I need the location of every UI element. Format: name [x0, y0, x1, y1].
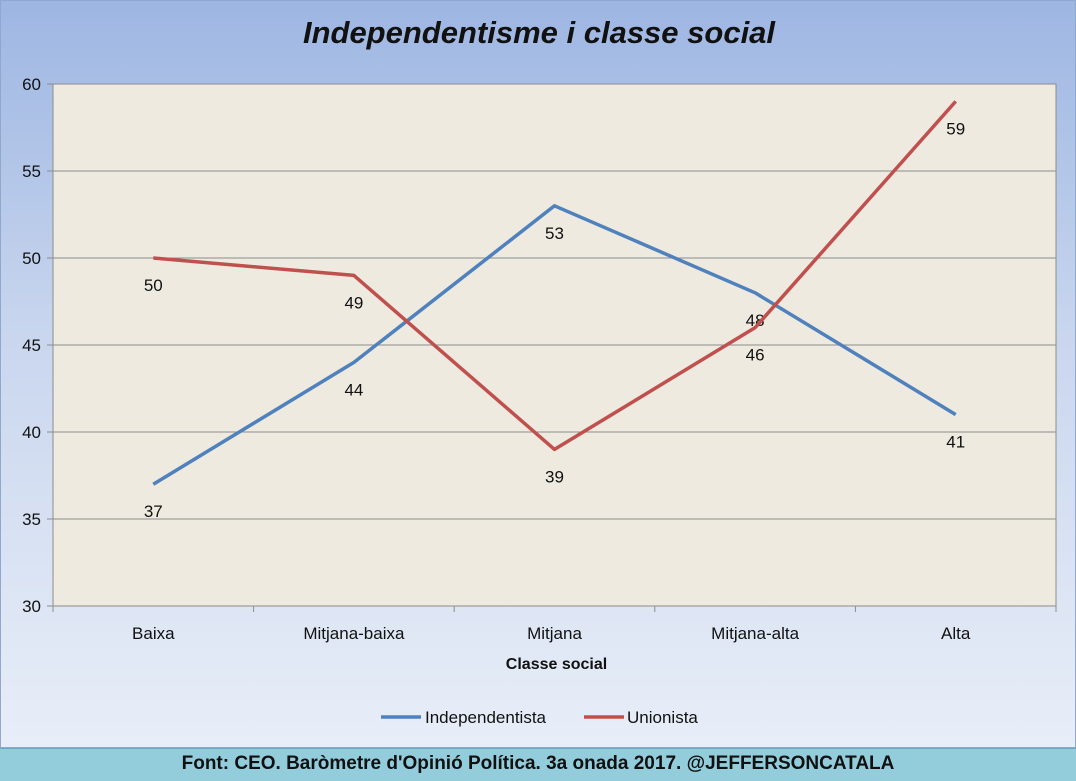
- y-tick-label: 50: [22, 249, 41, 268]
- y-tick-label: 30: [22, 597, 41, 616]
- y-tick-label: 55: [22, 162, 41, 181]
- legend-label: Unionista: [627, 708, 698, 727]
- data-label: 50: [144, 276, 163, 295]
- data-label: 41: [946, 433, 965, 452]
- x-tick-label: Baixa: [132, 624, 175, 643]
- x-tick-label: Mitjana-baixa: [303, 624, 405, 643]
- legend-label: Independentista: [425, 708, 547, 727]
- y-tick-label: 45: [22, 336, 41, 355]
- data-label: 39: [545, 467, 564, 486]
- x-axis-label: Classe social: [506, 656, 607, 673]
- source-footer: Font: CEO. Baròmetre d'Opinió Política. …: [0, 748, 1076, 781]
- data-label: 49: [344, 293, 363, 312]
- data-label: 59: [946, 119, 965, 138]
- data-label: 37: [144, 502, 163, 521]
- data-label: 44: [344, 380, 363, 399]
- y-tick-label: 60: [22, 75, 41, 94]
- y-tick-label: 35: [22, 510, 41, 529]
- x-tick-label: Alta: [941, 624, 971, 643]
- line-chart: 30 35 40 45 50 55 60 Baixa Mitjana-baixa Mitjana M…: [1, 1, 1076, 747]
- data-label: 53: [545, 224, 564, 243]
- x-tick-label: Mitjana: [527, 624, 582, 643]
- x-tick-label: Mitjana-alta: [711, 624, 799, 643]
- data-label: 46: [746, 346, 765, 365]
- y-tick-label: 40: [22, 423, 41, 442]
